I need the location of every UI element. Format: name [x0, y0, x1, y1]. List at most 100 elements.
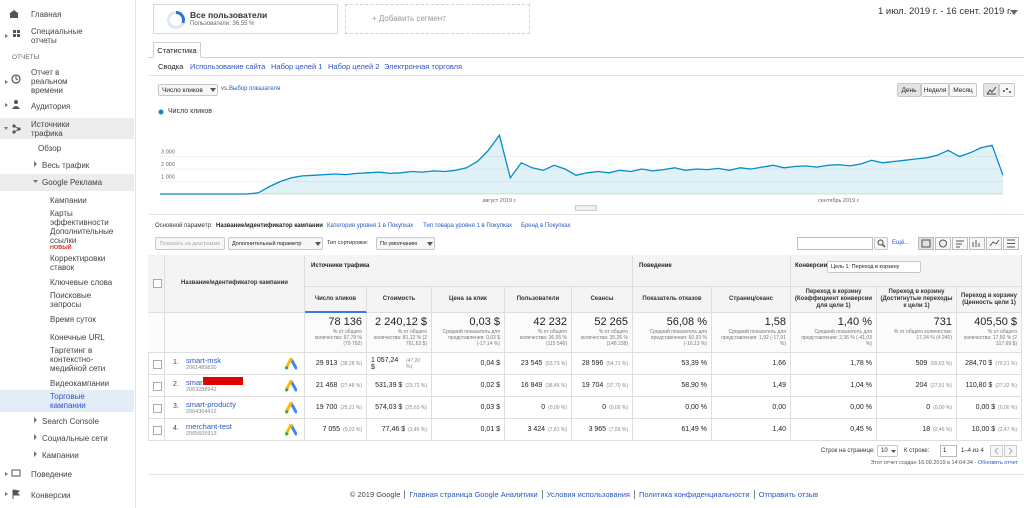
nav-item[interactable]: Специальные отчеты [31, 27, 83, 45]
column-header[interactable]: Показатель отказов [633, 287, 712, 313]
row-cell [148, 375, 165, 397]
caret [427, 242, 433, 246]
goto-input[interactable]: 1 [940, 445, 957, 457]
nav-item[interactable]: Таргетинг в контекстно-медийной сети [50, 346, 106, 373]
view-buttons[interactable] [918, 237, 1020, 250]
row-index: 4. [173, 425, 179, 432]
subtab[interactable]: Использование сайта [190, 62, 266, 71]
totals-cell: 2 240,12 $% от общего количества: 81,12 … [367, 313, 432, 353]
nav-item[interactable]: Конверсии [31, 491, 71, 500]
page-range: 1–4 из 4 [961, 448, 984, 454]
rows-select[interactable]: 10 [877, 445, 898, 457]
goal-select[interactable]: Цель 1: Переход в корзину [827, 261, 921, 273]
add-segment[interactable] [345, 4, 530, 34]
checkbox[interactable] [153, 279, 162, 288]
column-header[interactable]: Число кликов [305, 287, 367, 313]
advanced-link[interactable]: Ещё... [892, 240, 910, 246]
nav-item[interactable]: Аудитория [31, 102, 71, 111]
sort-select[interactable]: По умолчанию [376, 237, 435, 250]
nav-item[interactable]: Обзор [38, 144, 62, 153]
row-cell: 77,46 $ (3,46 %) [367, 419, 432, 441]
row-cell: 0,03 $ [432, 397, 505, 419]
row-cell: 531,39 $ (23,72 %) [367, 375, 432, 397]
metric-compare[interactable]: Выбор показателя [229, 86, 281, 92]
column-header[interactable]: Переход в корзину (Ценность цели 1) [957, 287, 1022, 313]
column-header[interactable]: Пользователи [505, 287, 572, 313]
nav-item[interactable]: Поведение [31, 470, 73, 479]
primary-dimension-active[interactable]: Название/идентификатор кампании [216, 223, 323, 229]
footer-link[interactable]: Отправить отзыв [753, 490, 823, 499]
nav-item-active[interactable]: Торговые кампании [50, 392, 86, 410]
campaign-name[interactable]: smart [186, 378, 205, 387]
column-header[interactable]: Страниц/сеанс [712, 287, 791, 313]
column-header[interactable]: Переход в корзину (Коэффициент конверсии… [791, 287, 877, 313]
refresh-link[interactable]: Обновить отчет [977, 460, 1018, 466]
plot-button[interactable]: Показать на диаграмме [155, 237, 225, 250]
nav-item[interactable]: Search Console [42, 417, 99, 426]
search-input[interactable] [797, 237, 873, 250]
column-header[interactable]: Сеансы [572, 287, 633, 313]
subtab[interactable]: Электронная торговля [384, 62, 463, 71]
footer-link[interactable]: Главная страница Google Аналитики [404, 490, 542, 499]
nav-item[interactable]: Источники трафика [31, 120, 70, 138]
checkbox[interactable] [153, 382, 162, 391]
primary-dimension-option[interactable]: Бренд в Покупках [521, 223, 571, 229]
date-range[interactable]: 1 июл. 2019 г. - 16 сент. 2019 г. [878, 6, 1012, 17]
nav-item[interactable]: Карты эффективности [50, 209, 109, 227]
column-header[interactable]: Стоимость [367, 287, 432, 313]
secondary-dimension[interactable]: Дополнительный параметр [228, 237, 323, 250]
nav-item[interactable]: Весь трафик [42, 161, 90, 170]
subtab[interactable]: Набор целей 2 [328, 62, 380, 71]
period-button[interactable]: Месяц [949, 83, 977, 97]
nav-item[interactable]: Поисковые запросы [50, 291, 92, 309]
checkbox[interactable] [153, 360, 162, 369]
line [160, 133, 1004, 195]
chart-resize-handle[interactable] [575, 205, 597, 211]
nav-item[interactable]: Отчет в реальном времени [31, 68, 68, 95]
add-segment-label[interactable]: + Добавить сегмент [372, 14, 446, 23]
nav-item[interactable]: Конечные URL [50, 333, 105, 342]
column-header[interactable]: Переход в корзину (Достигнутые переходы … [877, 287, 957, 313]
nav-item[interactable]: Социальные сети [42, 434, 108, 443]
segment-card[interactable] [153, 4, 338, 34]
campaign-name[interactable]: merchant-test [186, 422, 232, 431]
subtab-active[interactable]: Сводка [158, 62, 184, 71]
checkbox[interactable] [153, 404, 162, 413]
nav-item[interactable]: Видеокампании [50, 379, 110, 388]
tab[interactable]: Статистика [153, 42, 201, 58]
period-button[interactable]: День [897, 83, 921, 97]
period-button[interactable]: Неделя [921, 83, 949, 97]
cell-value: 16 849 [520, 382, 543, 389]
nav-item[interactable]: Главная [31, 10, 62, 19]
ads-icon [285, 380, 297, 392]
row-cell [148, 353, 165, 375]
nav-item[interactable]: Корректировки ставок [50, 254, 106, 272]
metric-select[interactable]: Число кликов [158, 84, 218, 96]
primary-dimension-option[interactable]: Категория уровня 1 в Покупках [327, 223, 414, 229]
page-arrows[interactable] [990, 445, 1018, 457]
campaign-name[interactable]: smart-producty [186, 400, 237, 409]
vs-label: vs. [221, 86, 229, 92]
report-note-text: Этот отчет создан 16.09.2019 в 14:04:34 … [870, 460, 977, 466]
campaign-name[interactable]: smart-msk [186, 356, 221, 365]
cell-share: (69,63 %) [930, 360, 952, 367]
totals-cell [148, 313, 165, 353]
segment-share: Пользователи: 36,55 % [190, 21, 255, 27]
footer-link[interactable]: Условия использования [541, 490, 634, 499]
row-cell: 0,01 $ [432, 419, 505, 441]
primary-dimension-option[interactable]: Тип товара уровня 1 в Покупках [423, 223, 513, 229]
nav-item[interactable]: Время суток [50, 315, 96, 324]
nav-item[interactable]: Google Реклама [42, 178, 103, 187]
nav-item[interactable]: Ключевые слова [50, 278, 113, 287]
checkbox[interactable] [153, 426, 162, 435]
footer-link[interactable]: Политика конфиденциальности [633, 490, 754, 499]
nav-item[interactable]: Кампании [42, 451, 79, 460]
ads-icon [285, 424, 297, 436]
nav-item[interactable]: Дополнительные ссылки [50, 227, 114, 245]
cell-value: 0,03 $ [480, 404, 500, 411]
column-header[interactable]: Цена за клик [432, 287, 505, 313]
nav-item[interactable]: Кампании [50, 196, 87, 205]
cell-value: 0 [926, 404, 931, 411]
cell-share: (37,70 %) [606, 382, 628, 389]
subtab[interactable]: Набор целей 1 [271, 62, 323, 71]
